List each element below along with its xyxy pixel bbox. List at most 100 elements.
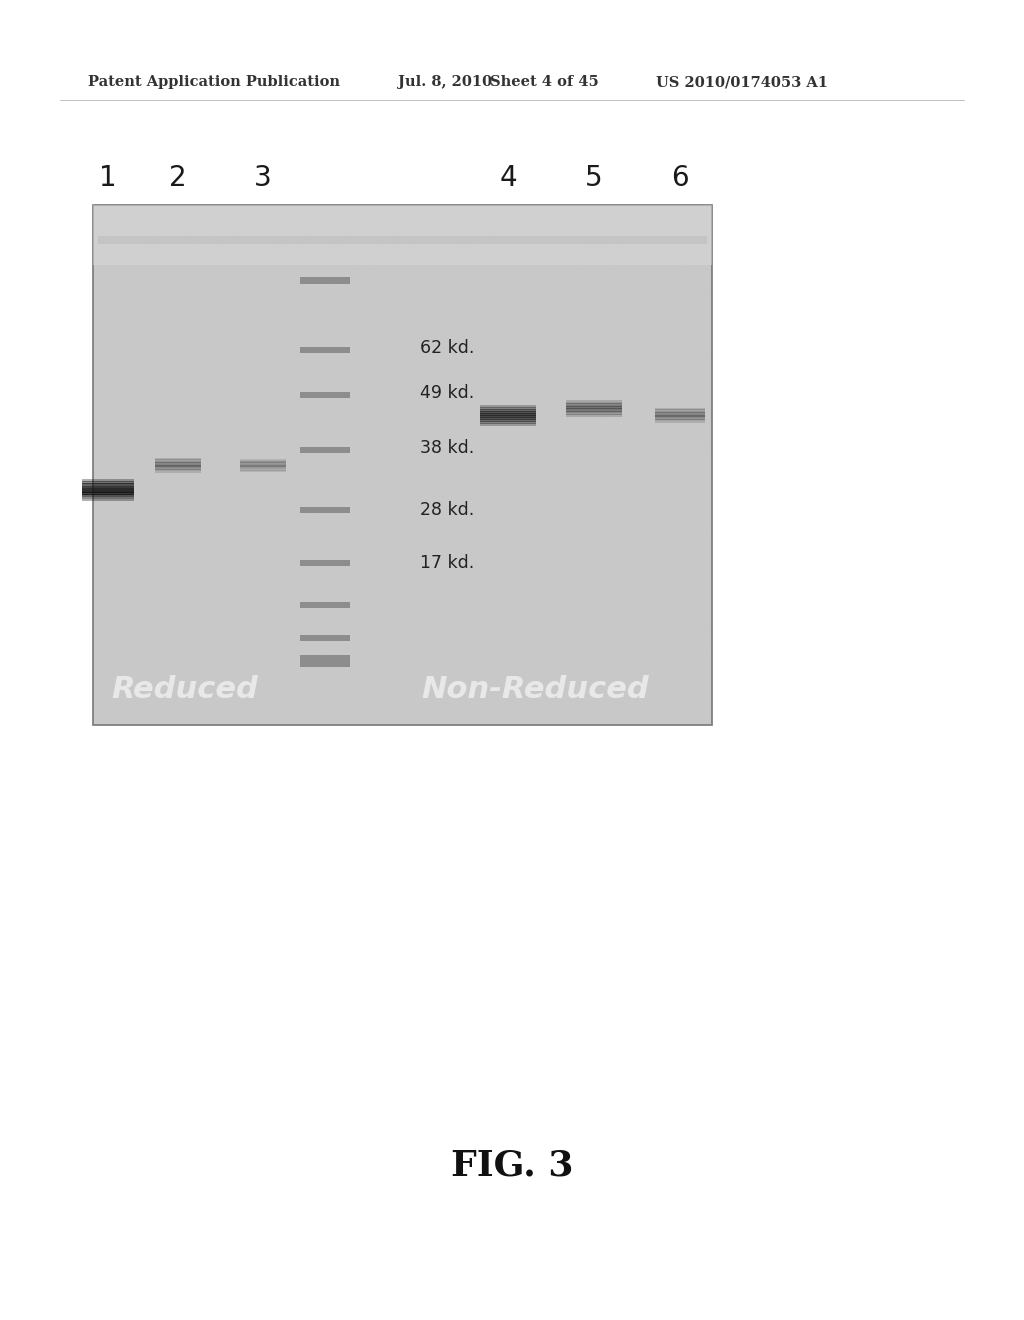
Point: [336, 508, 352, 529]
Point: [132, 635, 148, 656]
Point: [698, 441, 715, 462]
Point: [562, 701, 579, 722]
Point: [639, 682, 655, 704]
Point: [632, 475, 648, 496]
Point: [126, 282, 142, 304]
Point: [501, 242, 517, 263]
Point: [696, 199, 713, 220]
Point: [684, 462, 700, 483]
Bar: [82, 499, 134, 502]
Point: [338, 281, 354, 302]
Point: [214, 256, 230, 277]
Point: [176, 669, 193, 690]
Point: [497, 333, 513, 354]
Point: [242, 445, 258, 466]
Point: [153, 429, 169, 450]
Point: [552, 210, 568, 231]
Point: [151, 371, 167, 392]
Point: [191, 290, 208, 312]
Point: [686, 639, 702, 660]
Point: [382, 649, 398, 671]
Point: [123, 677, 139, 698]
Point: [128, 638, 144, 659]
Point: [555, 624, 571, 645]
Point: [577, 265, 593, 286]
Point: [172, 616, 188, 638]
Point: [268, 296, 285, 317]
Point: [616, 598, 633, 619]
Point: [226, 470, 243, 491]
Point: [415, 401, 431, 422]
Point: [453, 366, 469, 387]
Point: [566, 632, 583, 653]
Point: [574, 557, 591, 578]
Point: [497, 570, 513, 591]
Point: [373, 550, 389, 572]
Point: [189, 528, 206, 549]
Point: [611, 602, 628, 623]
Point: [422, 682, 438, 704]
Point: [483, 609, 500, 630]
Point: [603, 253, 620, 275]
Point: [178, 639, 195, 660]
Point: [411, 268, 427, 289]
Point: [562, 286, 579, 308]
Point: [470, 506, 486, 527]
Point: [439, 569, 456, 590]
Point: [299, 224, 315, 246]
Point: [309, 207, 326, 228]
Point: [367, 442, 383, 463]
Point: [291, 338, 307, 359]
Point: [482, 516, 499, 537]
Point: [510, 447, 526, 469]
Point: [299, 425, 315, 446]
Point: [360, 673, 377, 694]
Point: [699, 257, 716, 279]
Point: [618, 582, 635, 603]
Point: [187, 511, 204, 532]
Point: [170, 597, 186, 618]
Point: [412, 545, 428, 566]
Point: [228, 412, 245, 433]
Point: [541, 587, 557, 609]
Point: [166, 682, 182, 704]
Point: [234, 395, 251, 416]
Point: [240, 329, 256, 350]
Point: [130, 471, 146, 492]
Point: [507, 606, 523, 627]
Point: [352, 465, 369, 486]
Point: [310, 704, 327, 725]
Point: [212, 579, 228, 601]
Point: [496, 614, 512, 635]
Point: [233, 395, 250, 416]
Point: [553, 230, 569, 251]
Point: [603, 486, 620, 507]
Point: [610, 684, 627, 705]
Point: [101, 329, 118, 350]
Point: [347, 672, 364, 693]
Point: [270, 383, 287, 404]
Point: [420, 417, 436, 438]
Point: [398, 644, 415, 665]
Point: [233, 557, 250, 578]
Point: [643, 351, 659, 372]
Point: [549, 616, 565, 638]
Point: [284, 370, 300, 391]
Point: [367, 337, 383, 358]
Point: [177, 618, 194, 639]
Point: [573, 573, 590, 594]
Point: [330, 591, 346, 612]
Point: [259, 317, 275, 338]
Point: [515, 549, 531, 570]
Point: [557, 473, 573, 494]
Point: [180, 653, 197, 675]
Point: [472, 271, 488, 292]
Point: [380, 264, 396, 285]
Point: [336, 498, 352, 519]
Point: [111, 198, 127, 219]
Point: [579, 523, 595, 544]
Point: [91, 207, 108, 228]
Point: [280, 218, 296, 239]
Point: [219, 638, 236, 659]
Point: [647, 198, 664, 219]
